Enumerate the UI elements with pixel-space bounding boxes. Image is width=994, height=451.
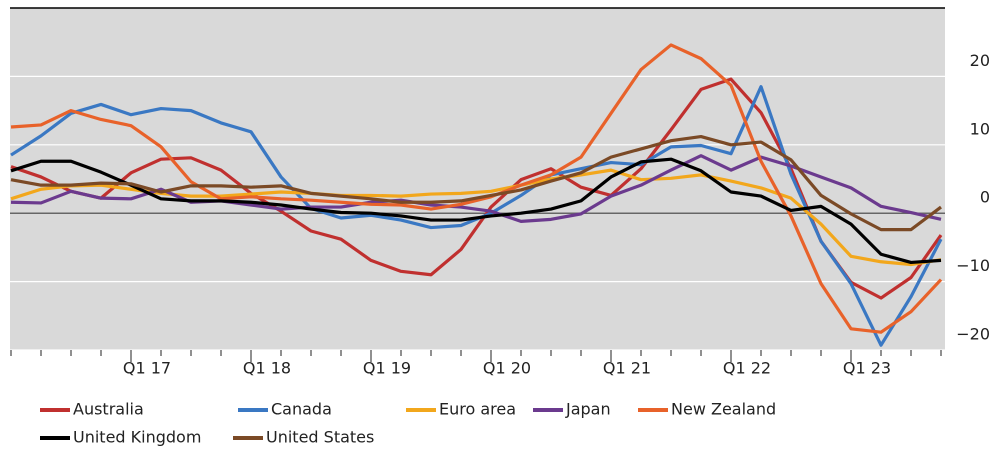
x-tick-label: Q1 22 bbox=[723, 359, 771, 378]
y-tick-label: 20 bbox=[970, 51, 990, 70]
legend-label: United States bbox=[266, 428, 374, 447]
y-tick-label: 0 bbox=[980, 188, 990, 207]
legend-label: United Kingdom bbox=[73, 428, 201, 447]
x-tick-label: Q1 23 bbox=[843, 359, 891, 378]
legend-label: Canada bbox=[271, 400, 332, 419]
x-tick-label: Q1 21 bbox=[603, 359, 651, 378]
y-tick-label: 10 bbox=[970, 119, 990, 138]
line-series bbox=[10, 168, 942, 267]
x-tick-label: Q1 20 bbox=[483, 359, 531, 378]
legend-label: Australia bbox=[73, 400, 144, 419]
y-tick-label: −20 bbox=[956, 325, 990, 344]
legend-label: Japan bbox=[565, 400, 611, 419]
legend-label: Euro area bbox=[439, 400, 516, 419]
line-series bbox=[10, 134, 942, 232]
x-tick-label: Q1 19 bbox=[363, 359, 411, 378]
line-series bbox=[10, 157, 942, 265]
x-tick-label: Q1 18 bbox=[243, 359, 291, 378]
plot-background bbox=[10, 8, 945, 350]
x-tick-label: Q1 17 bbox=[123, 359, 171, 378]
y-tick-label: −10 bbox=[956, 256, 990, 275]
legend-label: New Zealand bbox=[671, 400, 776, 419]
